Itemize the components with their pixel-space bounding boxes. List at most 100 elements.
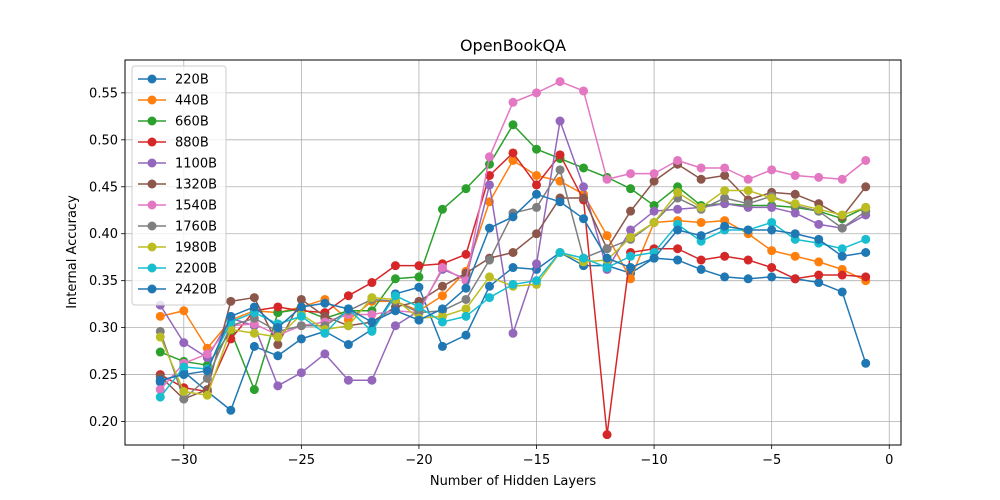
data-point bbox=[202, 373, 212, 383]
data-point bbox=[649, 176, 659, 186]
data-point bbox=[320, 328, 330, 338]
data-point bbox=[484, 272, 494, 282]
data-point bbox=[273, 302, 283, 312]
data-point bbox=[555, 165, 565, 175]
data-point bbox=[602, 174, 612, 184]
legend-label: 1760B bbox=[175, 220, 217, 235]
data-point bbox=[696, 231, 706, 241]
data-point bbox=[861, 248, 871, 257]
data-point bbox=[814, 270, 824, 280]
data-point bbox=[767, 202, 777, 212]
data-point bbox=[602, 430, 612, 440]
legend: 220B 440B 660B 880B 1100B 1320B 1540B 1760B 1980… bbox=[131, 65, 227, 306]
data-point bbox=[296, 302, 306, 312]
data-point bbox=[673, 255, 683, 265]
data-point bbox=[249, 385, 259, 395]
data-point bbox=[414, 315, 424, 325]
data-point bbox=[720, 193, 730, 203]
data-point bbox=[743, 255, 753, 265]
data-point bbox=[861, 202, 871, 212]
x-tick-label: −20 bbox=[405, 453, 432, 468]
data-point bbox=[179, 306, 189, 316]
y-tick-label: 0.20 bbox=[89, 415, 118, 430]
data-point bbox=[461, 294, 471, 304]
data-point bbox=[579, 86, 589, 96]
legend-marker bbox=[147, 95, 157, 105]
data-point bbox=[390, 306, 400, 316]
data-point bbox=[767, 217, 777, 227]
legend-label: 1980B bbox=[175, 241, 217, 256]
data-point bbox=[626, 251, 636, 261]
data-point bbox=[602, 253, 612, 263]
data-point bbox=[461, 249, 471, 259]
data-point bbox=[579, 253, 589, 263]
data-point bbox=[414, 282, 424, 292]
data-point bbox=[743, 174, 753, 184]
data-point bbox=[696, 264, 706, 274]
data-point bbox=[626, 225, 636, 235]
data-point bbox=[508, 120, 518, 130]
data-point bbox=[720, 163, 730, 173]
legend-marker bbox=[147, 242, 157, 252]
legend-item: 880B bbox=[138, 136, 209, 151]
data-point bbox=[437, 281, 447, 291]
data-point bbox=[461, 304, 471, 314]
data-point bbox=[202, 390, 212, 400]
data-point bbox=[837, 270, 847, 280]
legend-label: 2200B bbox=[175, 262, 217, 277]
data-point bbox=[367, 278, 377, 288]
data-point bbox=[649, 169, 659, 179]
data-point bbox=[814, 219, 824, 229]
data-point bbox=[296, 334, 306, 344]
legend-label: 1100B bbox=[175, 157, 217, 172]
data-point bbox=[320, 298, 330, 308]
data-point bbox=[414, 302, 424, 312]
legend-item: 660B bbox=[138, 115, 209, 130]
data-point bbox=[249, 328, 259, 338]
data-point bbox=[767, 246, 777, 256]
data-point bbox=[249, 341, 259, 351]
y-tick-label: 0.40 bbox=[89, 227, 118, 242]
legend-item: 1320B bbox=[138, 178, 217, 193]
data-point bbox=[532, 229, 542, 239]
data-point bbox=[720, 272, 730, 282]
data-point bbox=[296, 321, 306, 331]
data-point bbox=[626, 274, 636, 284]
data-point bbox=[720, 221, 730, 231]
data-point bbox=[673, 244, 683, 254]
data-point bbox=[155, 392, 165, 402]
data-point bbox=[790, 189, 800, 199]
plot-frame bbox=[124, 59, 902, 446]
series-2420b bbox=[155, 189, 871, 385]
data-point bbox=[508, 279, 518, 289]
legend-label: 220B bbox=[175, 73, 209, 88]
legend-marker bbox=[147, 284, 157, 294]
data-point bbox=[461, 330, 471, 340]
data-point bbox=[555, 248, 565, 257]
data-point bbox=[320, 349, 330, 359]
data-point bbox=[743, 274, 753, 284]
data-point bbox=[767, 263, 777, 273]
data-point bbox=[155, 332, 165, 342]
data-point bbox=[532, 144, 542, 154]
data-point bbox=[743, 225, 753, 235]
data-point bbox=[649, 217, 659, 227]
data-point bbox=[437, 317, 447, 327]
x-tick-label: 0 bbox=[885, 453, 893, 468]
data-point bbox=[508, 148, 518, 158]
data-point bbox=[626, 206, 636, 216]
data-point bbox=[673, 155, 683, 165]
y-tick-label: 0.45 bbox=[89, 180, 118, 195]
data-point bbox=[273, 323, 283, 333]
data-point bbox=[555, 150, 565, 160]
data-point bbox=[273, 340, 283, 350]
data-point bbox=[602, 244, 612, 254]
data-point bbox=[367, 309, 377, 319]
data-point bbox=[343, 375, 353, 385]
x-tick-label: −5 bbox=[762, 453, 781, 468]
data-point bbox=[673, 225, 683, 235]
data-point bbox=[837, 287, 847, 297]
data-point bbox=[414, 272, 424, 282]
data-point bbox=[390, 291, 400, 301]
data-point bbox=[837, 210, 847, 220]
